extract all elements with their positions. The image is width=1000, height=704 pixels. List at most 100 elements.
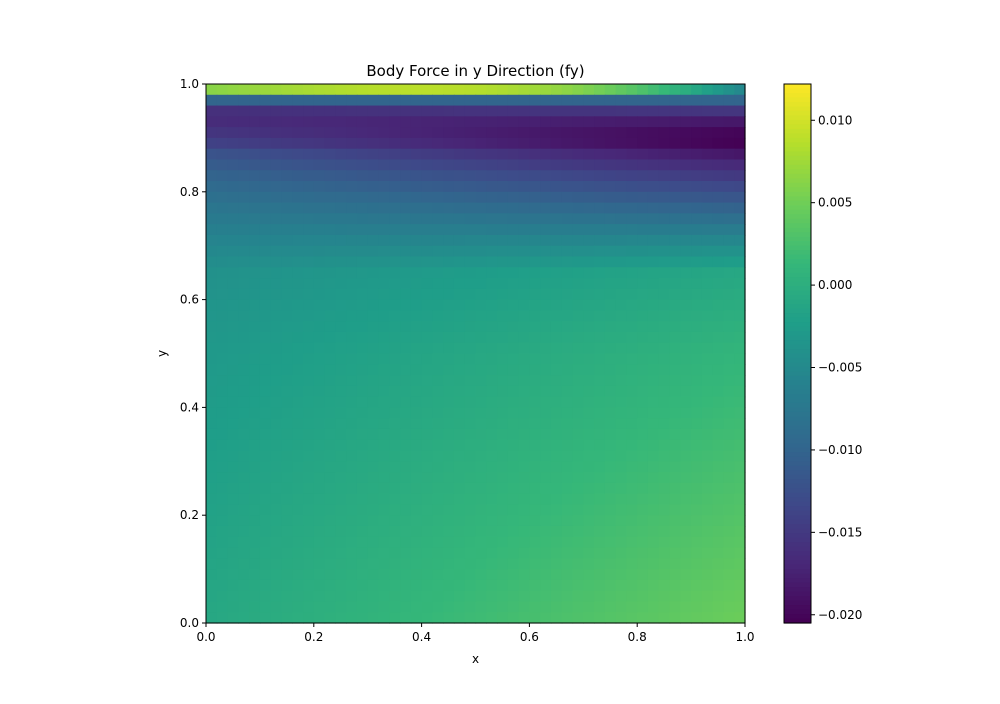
heatmap-cell: [324, 353, 336, 365]
colorbar-segment: [784, 519, 811, 525]
heatmap-cell: [637, 504, 649, 516]
heatmap-cell: [453, 288, 466, 301]
colorbar-segment: [784, 268, 811, 274]
heatmap-cell: [400, 482, 412, 495]
heatmap-cell: [637, 278, 649, 290]
heatmap-cell: [572, 191, 584, 204]
heatmap-cell: [238, 461, 250, 473]
heatmap-cell: [367, 256, 380, 268]
heatmap-cell: [346, 515, 358, 527]
heatmap-cell: [259, 450, 272, 462]
colorbar-segment: [784, 447, 811, 453]
heatmap-cell: [680, 612, 692, 624]
heatmap-cell: [367, 525, 380, 538]
heatmap-cell: [647, 148, 660, 161]
colorbar-segment: [784, 151, 811, 157]
heatmap-cell: [410, 234, 423, 247]
heatmap-cell: [378, 418, 390, 430]
heatmap-cell: [259, 127, 272, 139]
heatmap-cell: [712, 202, 725, 214]
heatmap-cell: [432, 515, 444, 527]
heatmap-cell: [346, 299, 358, 311]
heatmap-cell: [303, 299, 315, 311]
heatmap-cell: [734, 547, 746, 559]
heatmap-cell: [378, 191, 390, 204]
heatmap-cell: [507, 137, 520, 150]
heatmap-cell: [497, 245, 509, 258]
heatmap-cell: [378, 353, 390, 365]
heatmap-cell: [626, 536, 638, 549]
heatmap-cell: [270, 148, 283, 161]
colorbar-segment: [784, 223, 811, 229]
heatmap-cell: [712, 127, 725, 139]
heatmap-cell: [475, 569, 487, 581]
heatmap-cell: [701, 137, 714, 150]
heatmap-cell: [734, 536, 746, 549]
heatmap-cell: [723, 256, 735, 268]
heatmap-cell: [723, 342, 735, 355]
heatmap-cell: [227, 94, 239, 107]
heatmap-cell: [259, 94, 272, 107]
heatmap-cell: [475, 127, 487, 139]
heatmap-cell: [486, 170, 498, 182]
heatmap-cell: [389, 84, 401, 96]
heatmap-cell: [453, 331, 466, 344]
heatmap-cell: [550, 482, 563, 495]
heatmap-cell: [259, 482, 272, 495]
heatmap-cell: [432, 84, 444, 96]
heatmap-cell: [604, 525, 617, 538]
heatmap-cell: [691, 170, 703, 182]
heatmap-cell: [561, 310, 574, 322]
heatmap-cell: [292, 472, 304, 484]
heatmap-cell: [432, 224, 444, 236]
heatmap-cell: [367, 547, 380, 559]
heatmap-cell: [712, 418, 725, 430]
heatmap-cell: [378, 213, 390, 225]
heatmap-cell: [378, 504, 390, 516]
heatmap-cell: [216, 213, 229, 225]
heatmap-cell: [626, 191, 638, 204]
heatmap-cell: [561, 547, 574, 559]
heatmap-cell: [486, 234, 498, 247]
heatmap-cell: [701, 245, 714, 258]
heatmap-cell: [615, 482, 628, 495]
heatmap-cell: [486, 579, 498, 592]
heatmap-cell: [367, 245, 380, 258]
heatmap-cell: [292, 137, 304, 150]
heatmap-cell: [734, 418, 746, 430]
heatmap-cell: [421, 558, 433, 570]
heatmap-cell: [206, 482, 218, 495]
heatmap-cell: [540, 234, 552, 247]
colorbar-segment: [784, 461, 811, 467]
heatmap-cell: [658, 396, 671, 408]
heatmap-cell: [486, 428, 498, 441]
heatmap-cell: [432, 407, 444, 419]
heatmap-cell: [238, 159, 250, 171]
heatmap-cell: [400, 385, 412, 398]
heatmap-cell: [507, 299, 520, 311]
heatmap-cell: [421, 472, 433, 484]
heatmap-cell: [421, 418, 433, 430]
heatmap-cell: [346, 547, 358, 559]
heatmap-cell: [281, 482, 293, 495]
heatmap-cell: [443, 428, 455, 441]
heatmap-cell: [486, 364, 498, 376]
heatmap-cell: [475, 601, 487, 613]
heatmap-cell: [669, 396, 681, 408]
heatmap-cell: [507, 418, 520, 430]
heatmap-cell: [249, 612, 261, 624]
heatmap-cell: [594, 547, 606, 559]
heatmap-cell: [561, 482, 574, 495]
heatmap-cell: [421, 202, 433, 214]
heatmap-cell: [216, 224, 229, 236]
heatmap-cell: [572, 331, 584, 344]
heatmap-cell: [669, 375, 681, 387]
heatmap-cell: [238, 396, 250, 408]
heatmap-cell: [367, 331, 380, 344]
heatmap-cell: [550, 525, 563, 538]
heatmap-cell: [313, 245, 326, 258]
heatmap-cell: [691, 547, 703, 559]
heatmap-cell: [604, 569, 617, 581]
heatmap-cell: [249, 159, 261, 171]
heatmap-cell: [303, 245, 315, 258]
